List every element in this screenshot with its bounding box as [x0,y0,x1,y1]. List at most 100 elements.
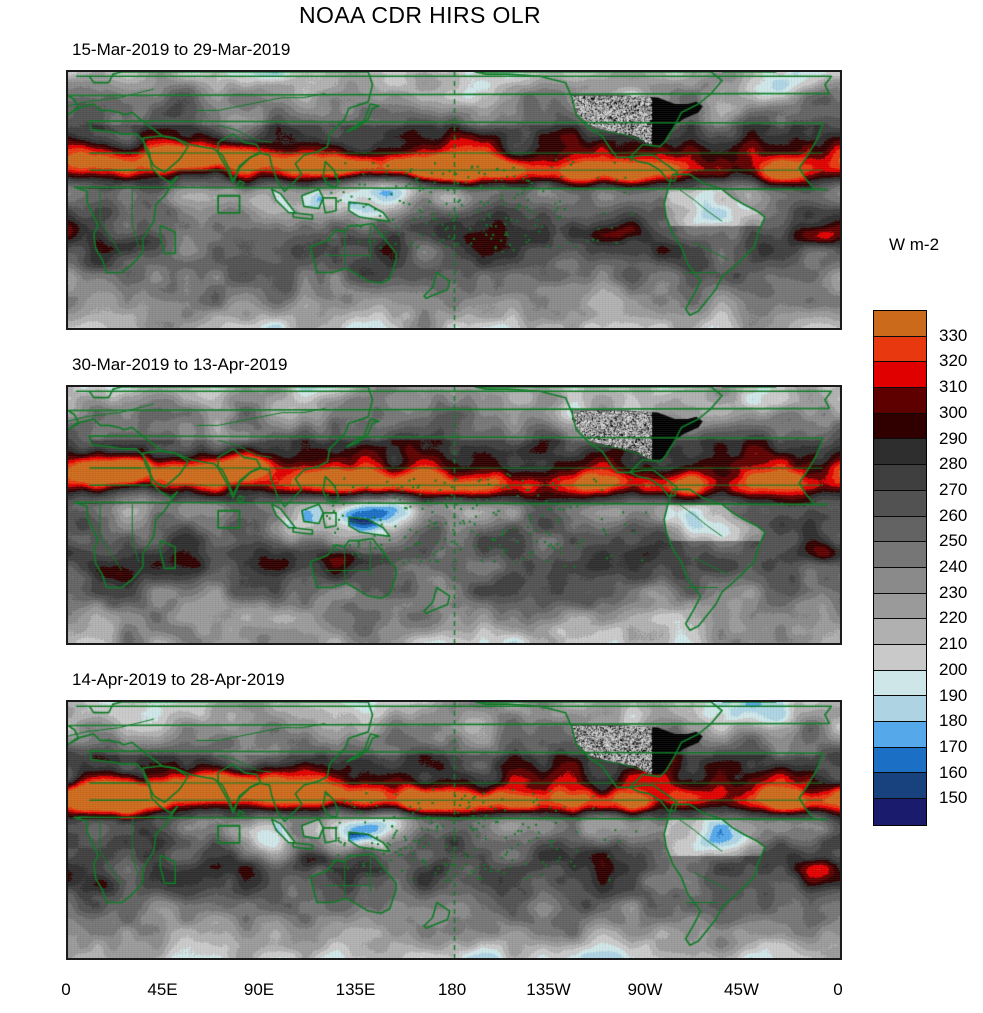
latitude-minor-tick [66,223,68,225]
colorbar-band [874,542,926,568]
latitude-minor-tick [66,287,68,289]
latitude-tick [840,263,842,265]
latitude-tick [840,167,842,169]
longitude-tick [67,328,69,330]
latitude-minor-tick [840,490,842,492]
latitude-tick [66,733,68,735]
latitude-minor-tick [840,255,842,257]
latitude-minor-tick [840,885,842,887]
latitude-minor-tick [66,506,68,508]
latitude-minor-tick [66,474,68,476]
latitude-minor-tick [66,901,68,903]
colorbar-band [874,644,926,671]
latitude-minor-tick [66,458,68,460]
longitude-tick [839,958,841,960]
latitude-minor-tick [66,709,68,711]
longitude-minor-tick [501,643,503,645]
colorbar-tick-label: 180 [939,711,968,731]
longitude-tick [743,70,745,72]
latitude-minor-tick [66,191,68,193]
latitude-tick [840,861,842,863]
latitude-tick [66,263,68,265]
longitude-tick [453,643,455,645]
longitude-label: 90E [243,980,275,999]
longitude-tick [839,328,841,330]
longitude-minor-tick [405,643,407,645]
latitude-minor-tick [66,853,68,855]
latitude-tick [840,386,842,388]
longitude-minor-tick [405,385,407,387]
longitude-tick [646,700,648,702]
colorbar-band [874,773,926,800]
latitude-minor-tick [840,143,842,145]
longitude-tick [453,700,455,702]
olr-raster [68,702,840,958]
latitude-tick [840,199,842,201]
longitude-tick [839,70,841,72]
latitude-minor-tick [66,127,68,129]
longitude-tick [357,700,359,702]
colorbar-tick-label: 230 [939,582,968,602]
longitude-minor-tick [501,70,503,72]
longitude-minor-tick [598,700,600,702]
longitude-minor-tick [115,70,117,72]
latitude-tick [840,450,842,452]
latitude-minor-tick [840,426,842,428]
latitude-tick [840,925,842,927]
colorbar [873,310,927,826]
colorbar-tick-label: 160 [939,762,968,782]
latitude-tick [66,546,68,548]
longitude-tick [839,643,841,645]
latitude-minor-tick [66,143,68,145]
latitude-tick [840,135,842,137]
latitude-minor-tick [66,303,68,305]
longitude-tick [646,643,648,645]
latitude-minor-tick [840,287,842,289]
longitude-label: 135E [335,980,376,999]
longitude-tick [743,328,745,330]
latitude-minor-tick [840,837,842,839]
longitude-tick [260,643,262,645]
latitude-minor-tick [840,95,842,97]
longitude-minor-tick [791,328,793,330]
latitude-minor-tick [840,410,842,412]
longitude-tick [260,385,262,387]
longitude-tick [453,958,455,960]
longitude-tick [67,385,69,387]
latitude-tick [66,861,68,863]
latitude-minor-tick [66,175,68,177]
colorbar-band [874,722,926,748]
latitude-minor-tick [840,442,842,444]
longitude-minor-tick [598,385,600,387]
colorbar-tick-label: 200 [939,659,968,679]
latitude-minor-tick [66,159,68,161]
longitude-tick [550,385,552,387]
latitude-minor-tick [66,111,68,113]
latitude-minor-tick [840,586,842,588]
latitude-minor-tick [840,933,842,935]
longitude-tick [550,700,552,702]
latitude-tick [840,610,842,612]
colorbar-band [874,413,926,440]
latitude-minor-tick [66,394,68,396]
longitude-tick [260,700,262,702]
latitude-tick [66,450,68,452]
longitude-minor-tick [212,643,214,645]
latitude-minor-tick [840,618,842,620]
panel-title-1: 15-Mar-2019 to 29-Mar-2019 [72,40,291,59]
latitude-minor-tick [66,538,68,540]
colorbar-tick-label: 280 [939,454,968,474]
latitude-minor-tick [840,303,842,305]
latitude-minor-tick [840,474,842,476]
colorbar-band [874,567,926,594]
latitude-tick [66,199,68,201]
latitude-minor-tick [66,618,68,620]
colorbar-band [874,336,926,363]
colorbar-tick-label: 300 [939,402,968,422]
longitude-label: 0 [833,980,843,999]
longitude-minor-tick [694,385,696,387]
longitude-minor-tick [308,643,310,645]
latitude-minor-tick [840,239,842,241]
latitude-tick [840,231,842,233]
longitude-tick [743,700,745,702]
